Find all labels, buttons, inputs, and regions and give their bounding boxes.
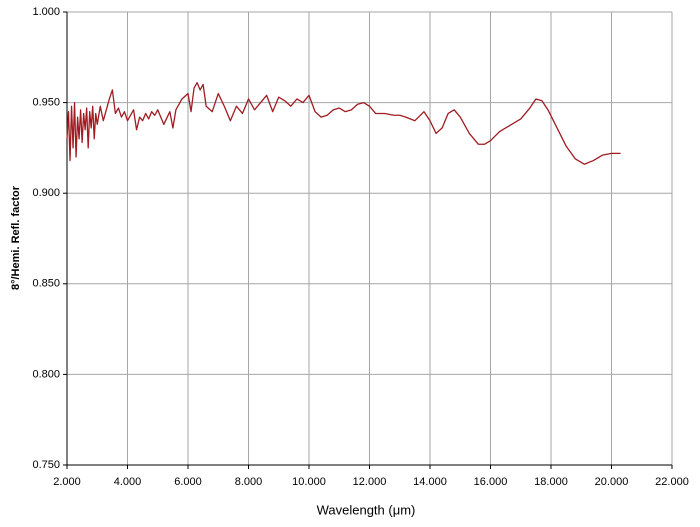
x-tick-label: 2.000 [53, 476, 81, 488]
y-tick-label: 0.800 [32, 368, 60, 380]
y-tick-label: 0.950 [32, 97, 60, 109]
data-line [66, 82, 621, 165]
x-tick-label: 12.000 [353, 476, 387, 488]
x-tick-label: 10.000 [292, 476, 326, 488]
y-tick-label: 1.000 [32, 6, 60, 18]
y-axis-title: 8°/Hemi. Refl. factor [10, 185, 22, 290]
y-tick-label: 0.750 [32, 459, 60, 471]
x-tick-label: 18.000 [534, 476, 568, 488]
x-tick-label: 16.000 [474, 476, 508, 488]
x-tick-label: 14.000 [413, 476, 447, 488]
x-tick-label: 22.000 [655, 476, 689, 488]
x-axis-title: Wavelength (μm) [317, 502, 416, 517]
y-tick-label: 0.850 [32, 278, 60, 290]
x-tick-label: 4.000 [114, 476, 142, 488]
x-tick-label: 20.000 [595, 476, 629, 488]
x-tick-label: 8.000 [235, 476, 263, 488]
y-tick-label: 0.900 [32, 187, 60, 199]
x-tick-label: 6.000 [174, 476, 202, 488]
